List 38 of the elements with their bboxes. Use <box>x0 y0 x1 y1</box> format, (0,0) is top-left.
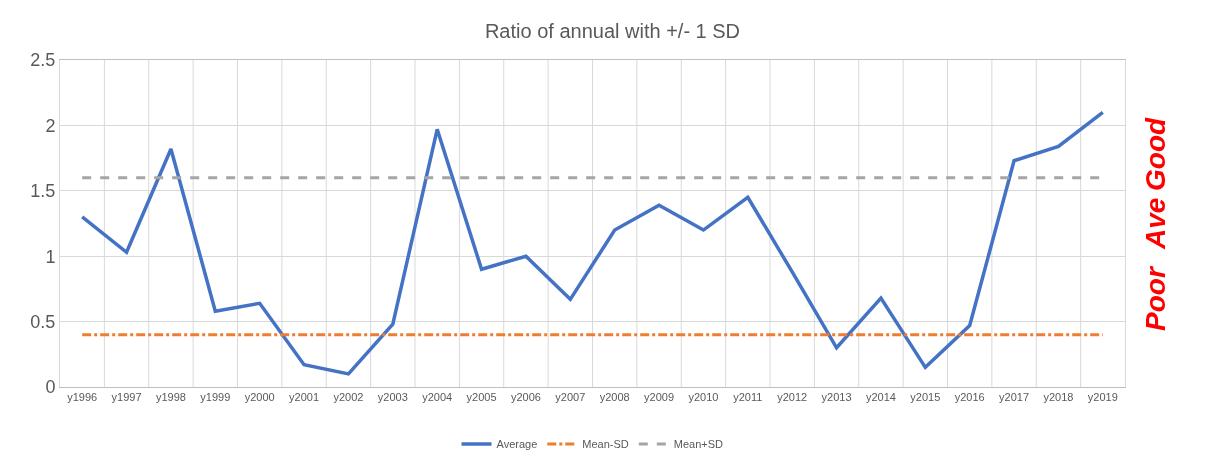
x-tick-label: y1996 <box>67 391 98 404</box>
text: Good <box>1139 116 1171 191</box>
y-tick-label: 0.5 <box>30 311 56 332</box>
x-tick-label: y1997 <box>111 391 142 404</box>
line-series <box>80 110 1105 376</box>
x-tick-label: y2001 <box>289 391 320 404</box>
x-tick-label: y2002 <box>333 391 364 404</box>
x-tick-label: y2010 <box>688 391 719 404</box>
legend-label: Mean-SD <box>582 438 629 451</box>
legend-label: Mean+SD <box>673 438 724 451</box>
y-tick-label: 0 <box>45 377 56 398</box>
x-tick-label: y2016 <box>954 391 985 404</box>
y-tick-label: 2 <box>45 115 56 136</box>
x-tick-label: y1999 <box>200 391 231 404</box>
text: Ave <box>1139 197 1171 250</box>
x-tick-label: y2007 <box>555 391 586 404</box>
x-tick-label: y2003 <box>377 391 408 404</box>
x-tick-label: y2011 <box>733 391 763 404</box>
legend-label: Average <box>496 438 538 451</box>
x-tick-label: y2015 <box>910 391 941 404</box>
x-tick-label: y2014 <box>865 391 896 404</box>
x-tick-label: y2019 <box>1087 391 1118 404</box>
x-tick-label: y2004 <box>422 391 453 404</box>
x-tick-label: y2008 <box>599 391 630 404</box>
x-tick-label: y2005 <box>466 391 497 404</box>
x-tick-label: y2013 <box>821 391 852 404</box>
text: Poor <box>1139 265 1171 331</box>
x-tick-label: y1998 <box>155 391 186 404</box>
x-tick-label: y2018 <box>1043 391 1074 404</box>
x-tick-label: y2012 <box>777 391 808 404</box>
x-tick-label: y2000 <box>244 391 275 404</box>
x-tick-label: y2009 <box>644 391 675 404</box>
y-tick-label: 2.5 <box>30 50 56 71</box>
chart-title: Ratio of annual with +/- 1 SD <box>484 19 741 42</box>
x-tick-label: y2006 <box>510 391 541 404</box>
y-tick-label: 1.5 <box>30 181 56 202</box>
y-tick-label: 1 <box>45 246 56 267</box>
x-tick-label: y2017 <box>999 391 1030 404</box>
